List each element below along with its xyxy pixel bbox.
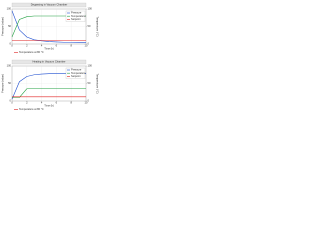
y2-tick-label: 100	[88, 64, 93, 68]
legend-label: Temperature	[71, 14, 86, 18]
page: Degassing in Vacuum Chamber0501000501000…	[1, 2, 100, 112]
title-band	[11, 59, 87, 65]
y2-tick-label: 100	[88, 7, 93, 11]
annotation: Temperature at 80 °C	[19, 50, 44, 54]
legend-label: Pressure	[71, 11, 82, 15]
y2-tick-label: 50	[88, 24, 91, 28]
x-tick-label: 10	[85, 101, 88, 105]
y-tick-label: 0	[10, 42, 12, 46]
y-axis-label: Pressure (mbar)	[1, 74, 5, 93]
y-tick-label: 50	[8, 81, 11, 85]
x-tick-label: 0	[11, 101, 13, 105]
legend-box	[65, 10, 86, 22]
x-tick-label: 10	[85, 44, 88, 48]
legend-label: Temperature	[71, 71, 86, 75]
x-tick-label: 8	[70, 101, 72, 105]
y-tick-label: 0	[10, 99, 12, 103]
x-tick-label: 2	[26, 44, 28, 48]
legend-box	[65, 67, 86, 79]
legend-label: Setpoint	[71, 74, 81, 78]
chart-title: Heating in Vacuum Chamber	[32, 60, 65, 64]
y2-axis-label: Temperature (°C)	[95, 74, 99, 94]
title-band	[11, 2, 87, 8]
y2-tick-label: 0	[88, 99, 90, 103]
annotation: Temperature at 80 °C	[19, 107, 44, 111]
legend-label: Setpoint	[71, 17, 81, 21]
series-line	[12, 88, 86, 98]
x-axis-label: Time (h)	[44, 47, 54, 51]
x-tick-label: 0	[11, 44, 13, 48]
chart-title: Degassing in Vacuum Chamber	[31, 3, 68, 7]
x-tick-label: 2	[26, 101, 28, 105]
y-tick-label: 100	[7, 64, 12, 68]
series-line	[11, 10, 86, 43]
x-tick-label: 6	[56, 44, 58, 48]
y-axis-label: Pressure (mbar)	[1, 17, 5, 36]
y-tick-label: 100	[7, 7, 12, 11]
x-tick-label: 8	[70, 44, 72, 48]
y2-axis-label: Temperature (°C)	[95, 17, 99, 37]
x-tick-label: 4	[41, 44, 43, 48]
x-tick-label: 6	[56, 101, 58, 105]
x-axis-label: Time (h)	[44, 104, 54, 108]
y2-tick-label: 0	[88, 42, 90, 46]
x-tick-label: 4	[41, 101, 43, 105]
y2-tick-label: 50	[88, 81, 91, 85]
y-tick-label: 50	[8, 24, 11, 28]
legend-label: Pressure	[71, 68, 82, 72]
